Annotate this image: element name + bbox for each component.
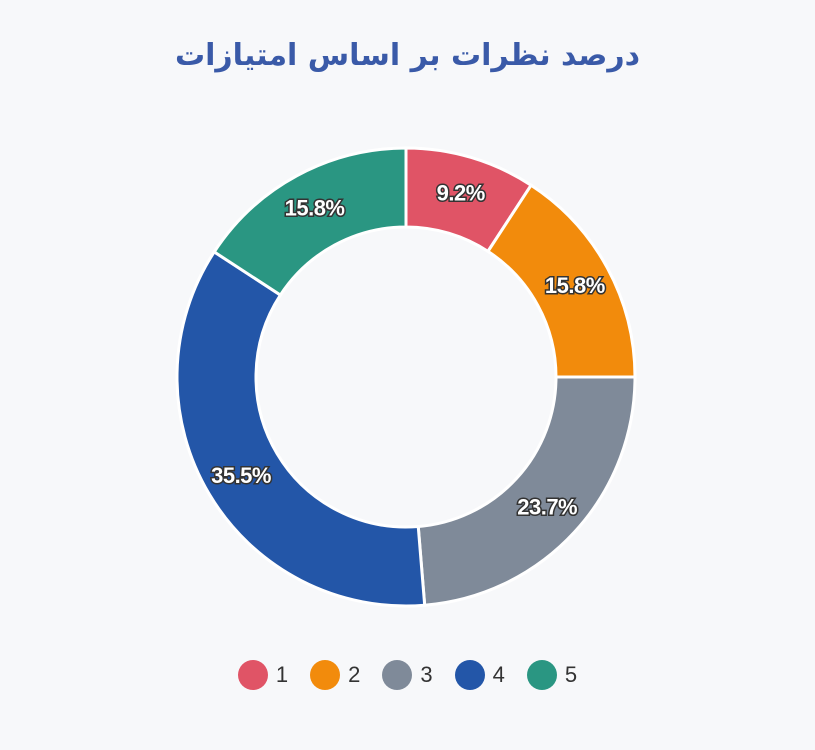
slice-label-2: 15.8% [545,273,605,298]
legend-label: 1 [275,662,289,687]
chart-title: درصد نظرات بر اساس امتیازات [174,38,641,73]
legend-swatch-icon [310,660,341,690]
legend-swatch-icon [526,660,557,690]
legend-item-5[interactable]: 5 [526,660,578,690]
legend-item-4[interactable]: 4 [454,660,505,690]
legend-item-1[interactable]: 1 [237,660,289,690]
legend-swatch-icon [237,660,268,690]
legend-label: 2 [348,662,361,687]
legend-swatch-icon [454,660,485,690]
slice-5[interactable] [212,146,408,298]
legend-label: 4 [492,662,505,687]
legend-item-3[interactable]: 3 [382,660,433,690]
slice-label-3: 23.7% [517,495,577,520]
slice-3[interactable] [416,375,637,607]
slice-label-4: 35.5% [211,463,271,488]
slice-4[interactable] [175,249,427,608]
legend-swatch-icon [382,660,413,690]
slice-label-5: 15.8% [285,196,345,221]
legend-label: 3 [420,662,433,687]
legend: 1 2 3 4 5 [0,660,815,690]
slice-label-1: 9.2% [437,180,485,205]
labels-group: 9.2% 15.8% 23.7% 35.5% 15.8% [210,179,607,521]
slices-group [175,146,637,608]
legend-item-2[interactable]: 2 [310,660,360,690]
legend-label: 5 [564,662,578,687]
